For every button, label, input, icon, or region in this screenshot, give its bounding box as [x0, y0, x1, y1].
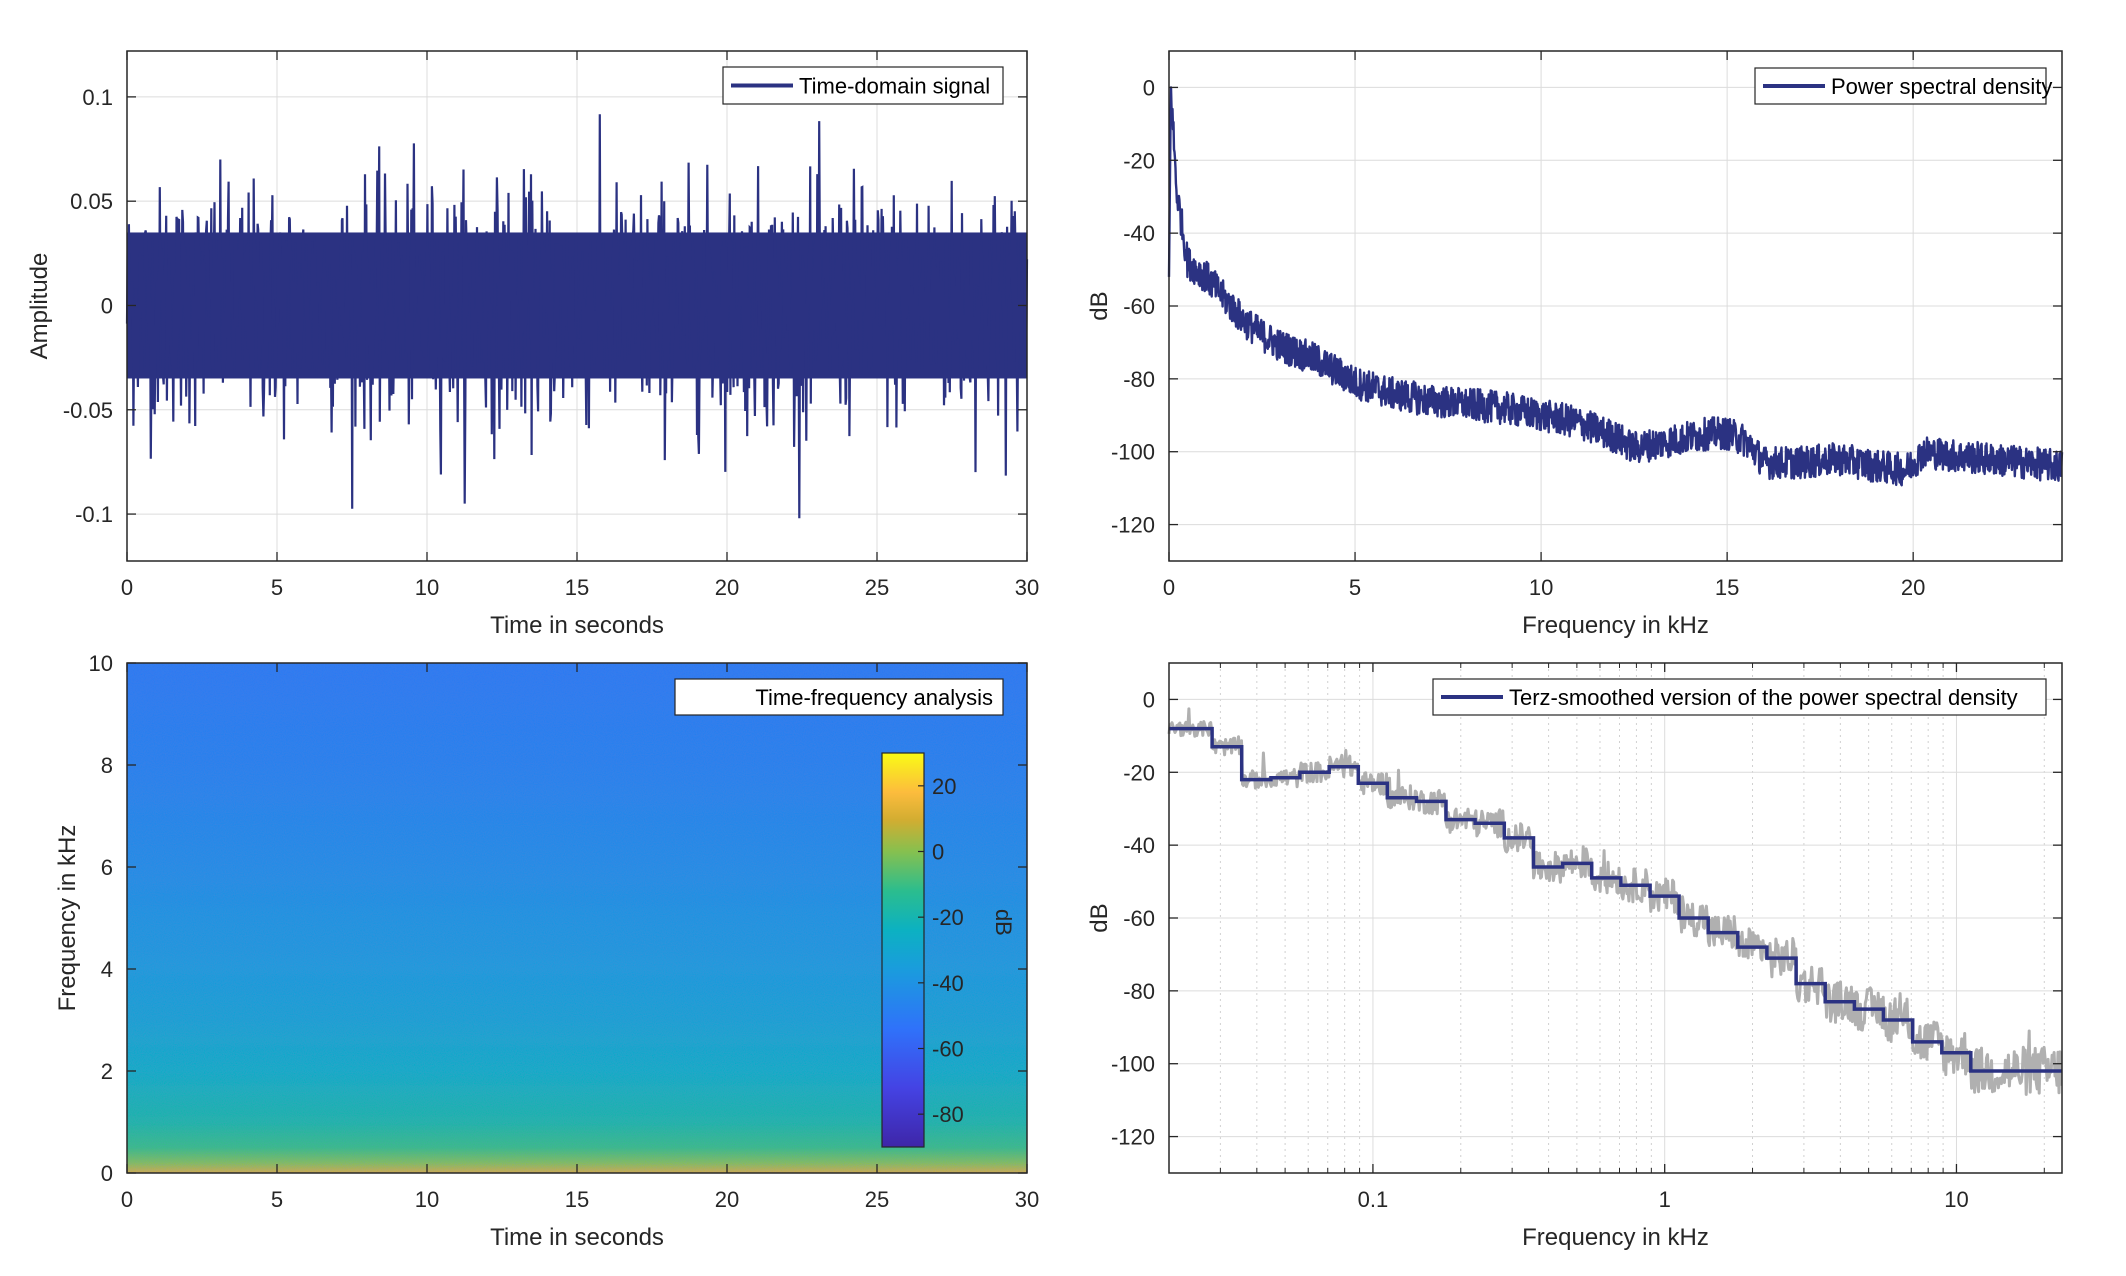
legend-label: Power spectral density [1831, 74, 2052, 99]
x-tick-label: 5 [271, 575, 283, 600]
x-tick-label: 30 [1015, 575, 1039, 600]
spectrogram-image [127, 663, 1027, 1173]
grid [1168, 51, 2062, 561]
x-tick-label: 5 [271, 1187, 283, 1212]
y-tick-label: -60 [1123, 294, 1155, 319]
x-tick-label: 30 [1015, 1187, 1039, 1212]
axis-ticks: 0.1 1 10 0 -20 -40 -60 -80 -100 -120 [1111, 663, 2062, 1212]
y-axis-label: dB [1086, 291, 1113, 320]
x-tick-label: 5 [1349, 575, 1361, 600]
y-tick-label: 6 [101, 855, 113, 880]
legend: Time-frequency analysis [674, 678, 1004, 716]
x-tick-label: 1 [1659, 1187, 1671, 1212]
legend-label: Time-frequency analysis [755, 685, 993, 710]
y-tick-label: -0.1 [75, 502, 113, 527]
colorbar-tick-label: 0 [932, 840, 944, 865]
legend-box [674, 678, 1004, 716]
terz-smoothed-line [1169, 726, 2062, 1073]
y-tick-label: 0 [101, 293, 113, 318]
x-tick-label: 15 [1715, 575, 1739, 600]
y-tick-label: -100 [1111, 440, 1155, 465]
x-tick-label: 10 [415, 1187, 439, 1212]
legend-box [1432, 678, 2047, 716]
legend: Time-domain signal [722, 66, 1004, 105]
colorbar-gradient [881, 752, 925, 1148]
y-tick-label: -20 [1123, 760, 1155, 785]
colorbar-tick-label: -20 [932, 905, 964, 930]
colorbar-ticks: 20 0 -20 -40 -60 -80 [918, 774, 964, 1127]
y-axis-label: Frequency in kHz [54, 825, 81, 1012]
terz-plot [1167, 707, 2063, 1096]
x-tick-label: 10 [1529, 575, 1553, 600]
colorbar-tick-label: -40 [932, 971, 964, 996]
terz-panel: 0.1 1 10 0 -20 -40 -60 -80 -100 -120 Terz-smoothe… [1086, 662, 2063, 1251]
y-tick-label: -120 [1111, 1125, 1155, 1150]
x-tick-label: 15 [565, 575, 589, 600]
x-tick-label: 25 [865, 575, 889, 600]
x-tick-label: 10 [1944, 1187, 1968, 1212]
y-axis-label: Amplitude [26, 253, 53, 360]
x-tick-label: 20 [715, 1187, 739, 1212]
x-tick-label: 0 [121, 575, 133, 600]
time-signal-plot [125, 114, 1029, 519]
y-tick-label: -0.05 [63, 398, 113, 423]
y-tick-label: -20 [1123, 148, 1155, 173]
y-tick-label: 2 [101, 1059, 113, 1084]
x-tick-label: 0.1 [1358, 1187, 1389, 1212]
colorbar-label: dB [991, 909, 1016, 936]
psd-panel: 0 5 10 15 20 0 -20 -40 -60 -80 -100 -120 Power spec… [1086, 50, 2064, 639]
y-tick-label: -40 [1123, 221, 1155, 246]
psd-plot [1167, 86, 2064, 487]
y-tick-label: -120 [1111, 513, 1155, 538]
x-tick-label: 20 [715, 575, 739, 600]
y-tick-label: 8 [101, 753, 113, 778]
legend: Terz-smoothed version of the power spect… [1432, 678, 2047, 716]
y-tick-label: -80 [1123, 367, 1155, 392]
colorbar-tick-label: -80 [932, 1102, 964, 1127]
y-tick-label: 4 [101, 957, 113, 982]
y-tick-label: 0 [1143, 75, 1155, 100]
x-tick-label: 10 [415, 575, 439, 600]
y-tick-label: -80 [1123, 979, 1155, 1004]
axis-ticks: 0 5 10 15 20 25 30 0 2 4 6 8 10 [89, 651, 1040, 1212]
x-tick-label: 15 [565, 1187, 589, 1212]
y-tick-label: -40 [1123, 833, 1155, 858]
x-tick-label: 25 [865, 1187, 889, 1212]
y-tick-label: 0 [101, 1161, 113, 1186]
y-tick-label: 10 [89, 651, 113, 676]
legend-label: Time-domain signal [799, 74, 990, 99]
y-tick-label: 0.05 [70, 189, 113, 214]
axis-ticks: 0 5 10 15 20 0 -20 -40 -60 -80 -100 -120 [1111, 51, 2062, 600]
x-tick-label: 0 [1163, 575, 1175, 600]
y-tick-label: -100 [1111, 1052, 1155, 1077]
x-axis-label: Frequency in kHz [1522, 612, 1709, 639]
psd-line [1167, 86, 2064, 487]
y-tick-label: -60 [1123, 906, 1155, 931]
colorbar: 20 0 -20 -40 -60 -80 dB [881, 752, 1016, 1148]
time-domain-signal-line [125, 114, 1029, 519]
time-domain-panel: 0 5 10 15 20 25 30 0.1 0.05 0 -0.05 -0.1 Time-domai… [26, 50, 1039, 639]
y-tick-label: 0.1 [82, 85, 113, 110]
legend: Power spectral density [1754, 67, 2052, 105]
x-axis-label: Time in seconds [490, 612, 664, 639]
x-axis-label: Frequency in kHz [1522, 1224, 1709, 1251]
axis-ticks: 0 5 10 15 20 25 30 0.1 0.05 0 -0.05 -0.1 [63, 51, 1039, 600]
y-axis-label: dB [1086, 903, 1113, 932]
grid [1169, 663, 2062, 1173]
legend-label: Terz-smoothed version of the power spect… [1509, 685, 2018, 710]
x-tick-label: 0 [121, 1187, 133, 1212]
colorbar-tick-label: -60 [932, 1037, 964, 1062]
x-tick-label: 20 [1901, 575, 1925, 600]
spectrogram-panel: 0 5 10 15 20 25 30 0 2 4 6 8 10 Time-frequency analy… [54, 651, 1039, 1251]
x-axis-label: Time in seconds [490, 1224, 664, 1251]
y-tick-label: 0 [1143, 687, 1155, 712]
colorbar-tick-label: 20 [932, 774, 956, 799]
